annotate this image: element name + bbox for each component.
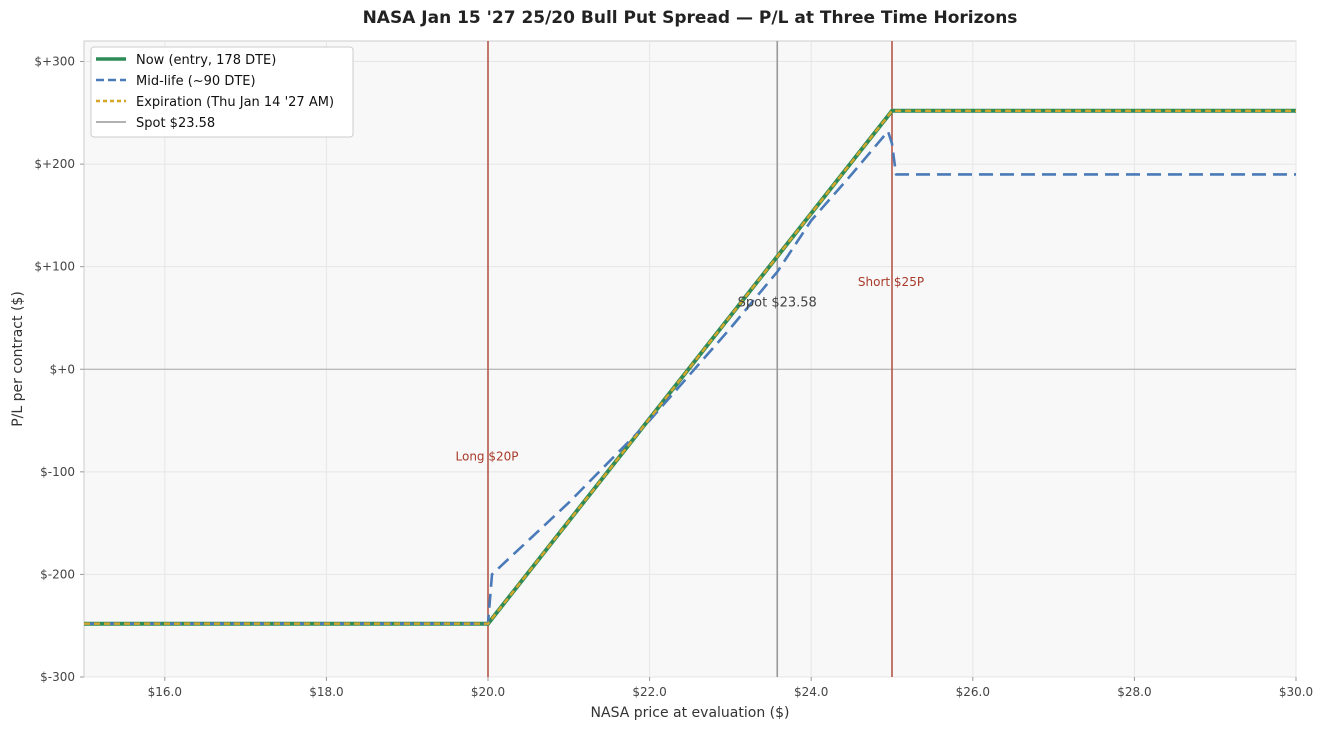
short-strike-label: Short $25P	[858, 275, 924, 289]
series-lines	[84, 108, 1296, 626]
x-tick-label: $26.0	[956, 685, 990, 699]
y-tick-label: $+300	[34, 55, 75, 69]
legend-label-expiration: Expiration (Thu Jan 14 '27 AM)	[136, 95, 334, 110]
y-tick-label: $-100	[40, 465, 75, 479]
plot-area	[83, 40, 1297, 678]
legend-box	[90, 46, 354, 138]
x-tick-label: $16.0	[148, 685, 182, 699]
y-tick-label: $+0	[50, 362, 75, 376]
y-tick-label: $+200	[34, 157, 75, 171]
x-tick-label: $20.0	[471, 685, 505, 699]
y-axis-label: P/L per contract ($)	[10, 291, 26, 427]
legend: Now (entry, 178 DTE) Mid-life (~90 DTE) …	[90, 46, 354, 138]
x-tick-label: $30.0	[1279, 685, 1313, 699]
y-tick-label: $-300	[40, 670, 75, 684]
x-axis-ticks: $16.0 $18.0 $20.0 $22.0 $24.0 $26.0 $28.0 $30.0	[148, 677, 1313, 699]
series-line-1	[84, 130, 1296, 626]
y-tick-label: $+100	[34, 260, 75, 274]
annotations: Long $20P Short $25P Spot $23.58	[456, 275, 925, 463]
x-tick-label: $24.0	[794, 685, 828, 699]
chart-title: NASA Jan 15 '27 25/20 Bull Put Spread — …	[363, 8, 1018, 28]
x-tick-label: $18.0	[309, 685, 343, 699]
legend-label-mid-life: Mid-life (~90 DTE)	[136, 74, 256, 89]
y-axis-ticks: $-300 $-200 $-100 $+0 $+100 $+200 $+300	[34, 55, 84, 684]
series-line-2	[84, 109, 1296, 625]
long-strike-label: Long $20P	[456, 449, 519, 463]
legend-label-now: Now (entry, 178 DTE)	[136, 53, 276, 68]
x-axis-label: NASA price at evaluation ($)	[591, 705, 790, 721]
x-tick-label: $22.0	[632, 685, 666, 699]
legend-label-spot: Spot $23.58	[136, 116, 215, 131]
spot-label: Spot $23.58	[738, 296, 817, 311]
grid	[84, 41, 1297, 678]
x-tick-label: $28.0	[1117, 685, 1151, 699]
y-tick-label: $-200	[40, 567, 75, 581]
